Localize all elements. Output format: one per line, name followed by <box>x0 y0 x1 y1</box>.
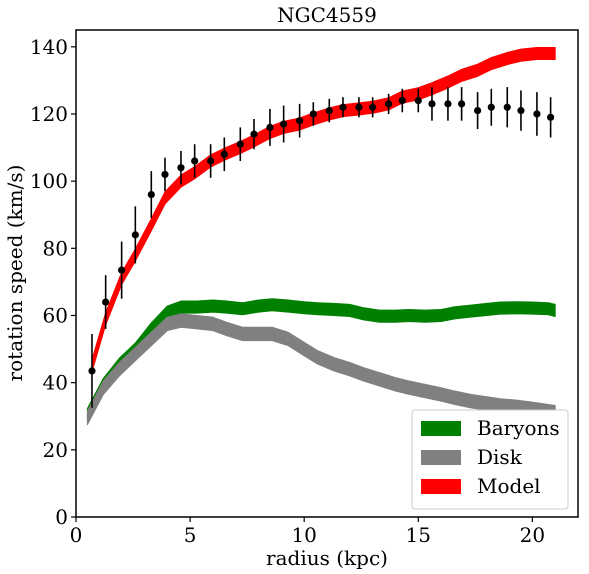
legend-swatch-baryons <box>421 421 461 436</box>
y-tick-label: 140 <box>30 35 68 59</box>
legend-swatch-model <box>421 479 461 494</box>
observed-point <box>118 266 126 274</box>
series-band-model <box>91 46 556 373</box>
legend-label-baryons: Baryons <box>477 416 560 440</box>
x-tick-label: 15 <box>406 523 431 547</box>
observed-point <box>220 150 228 158</box>
observed-point <box>428 100 436 108</box>
observed-point <box>207 157 215 165</box>
observed-point <box>131 231 139 239</box>
observed-point <box>266 123 274 131</box>
observed-point <box>547 113 555 121</box>
observed-point <box>88 367 96 375</box>
x-tick-label: 5 <box>184 523 197 547</box>
x-axis-ticks: 0 5 10 15 20 <box>70 517 545 547</box>
y-tick-label: 100 <box>30 169 68 193</box>
legend-items: Baryons Disk Model <box>421 416 560 498</box>
legend-label-model: Model <box>477 474 541 498</box>
observed-point <box>296 117 304 125</box>
x-tick-label: 0 <box>70 523 83 547</box>
y-tick-label: 60 <box>43 303 68 327</box>
observed-point <box>355 103 363 111</box>
observed-point <box>444 100 452 108</box>
y-tick-label: 0 <box>55 505 68 529</box>
observed-point <box>280 120 288 128</box>
y-axis-label: rotation speed (km/s) <box>3 165 27 382</box>
observed-point <box>325 107 333 115</box>
observed-point <box>250 130 258 138</box>
y-tick-label: 40 <box>43 371 68 395</box>
series-layer <box>86 46 556 426</box>
observed-point <box>236 140 244 148</box>
series-band-disk <box>86 313 556 426</box>
observed-point <box>487 103 495 111</box>
y-axis-ticks: 0 20 40 60 80 100 120 140 <box>30 35 76 529</box>
observed-point <box>161 170 169 179</box>
observed-point <box>533 110 541 118</box>
observed-point <box>177 164 185 172</box>
observed-data-layer <box>88 87 555 408</box>
x-tick-label: 10 <box>291 523 316 547</box>
legend-swatch-disk <box>421 450 461 465</box>
legend: Baryons Disk Model <box>411 409 569 510</box>
chart-title: NGC4559 <box>277 3 377 27</box>
series-band-baryons <box>86 298 556 422</box>
observed-point <box>147 190 155 199</box>
observed-point <box>385 100 393 108</box>
observed-point <box>369 103 377 111</box>
observed-point <box>398 96 406 105</box>
observed-point <box>339 103 347 111</box>
observed-point <box>474 107 482 115</box>
observed-point <box>458 100 466 108</box>
observed-point <box>102 298 110 306</box>
y-tick-label: 120 <box>30 102 68 126</box>
observed-point <box>414 96 422 105</box>
y-tick-label: 20 <box>43 438 68 462</box>
legend-label-disk: Disk <box>477 445 523 469</box>
plot-frame <box>75 29 579 518</box>
y-tick-label: 80 <box>43 236 68 260</box>
observed-point <box>503 103 511 111</box>
x-tick-label: 20 <box>520 523 545 547</box>
observed-point <box>309 110 317 118</box>
x-axis-label: radius (kpc) <box>266 546 388 570</box>
observed-point <box>191 157 199 165</box>
observed-point <box>517 107 525 115</box>
